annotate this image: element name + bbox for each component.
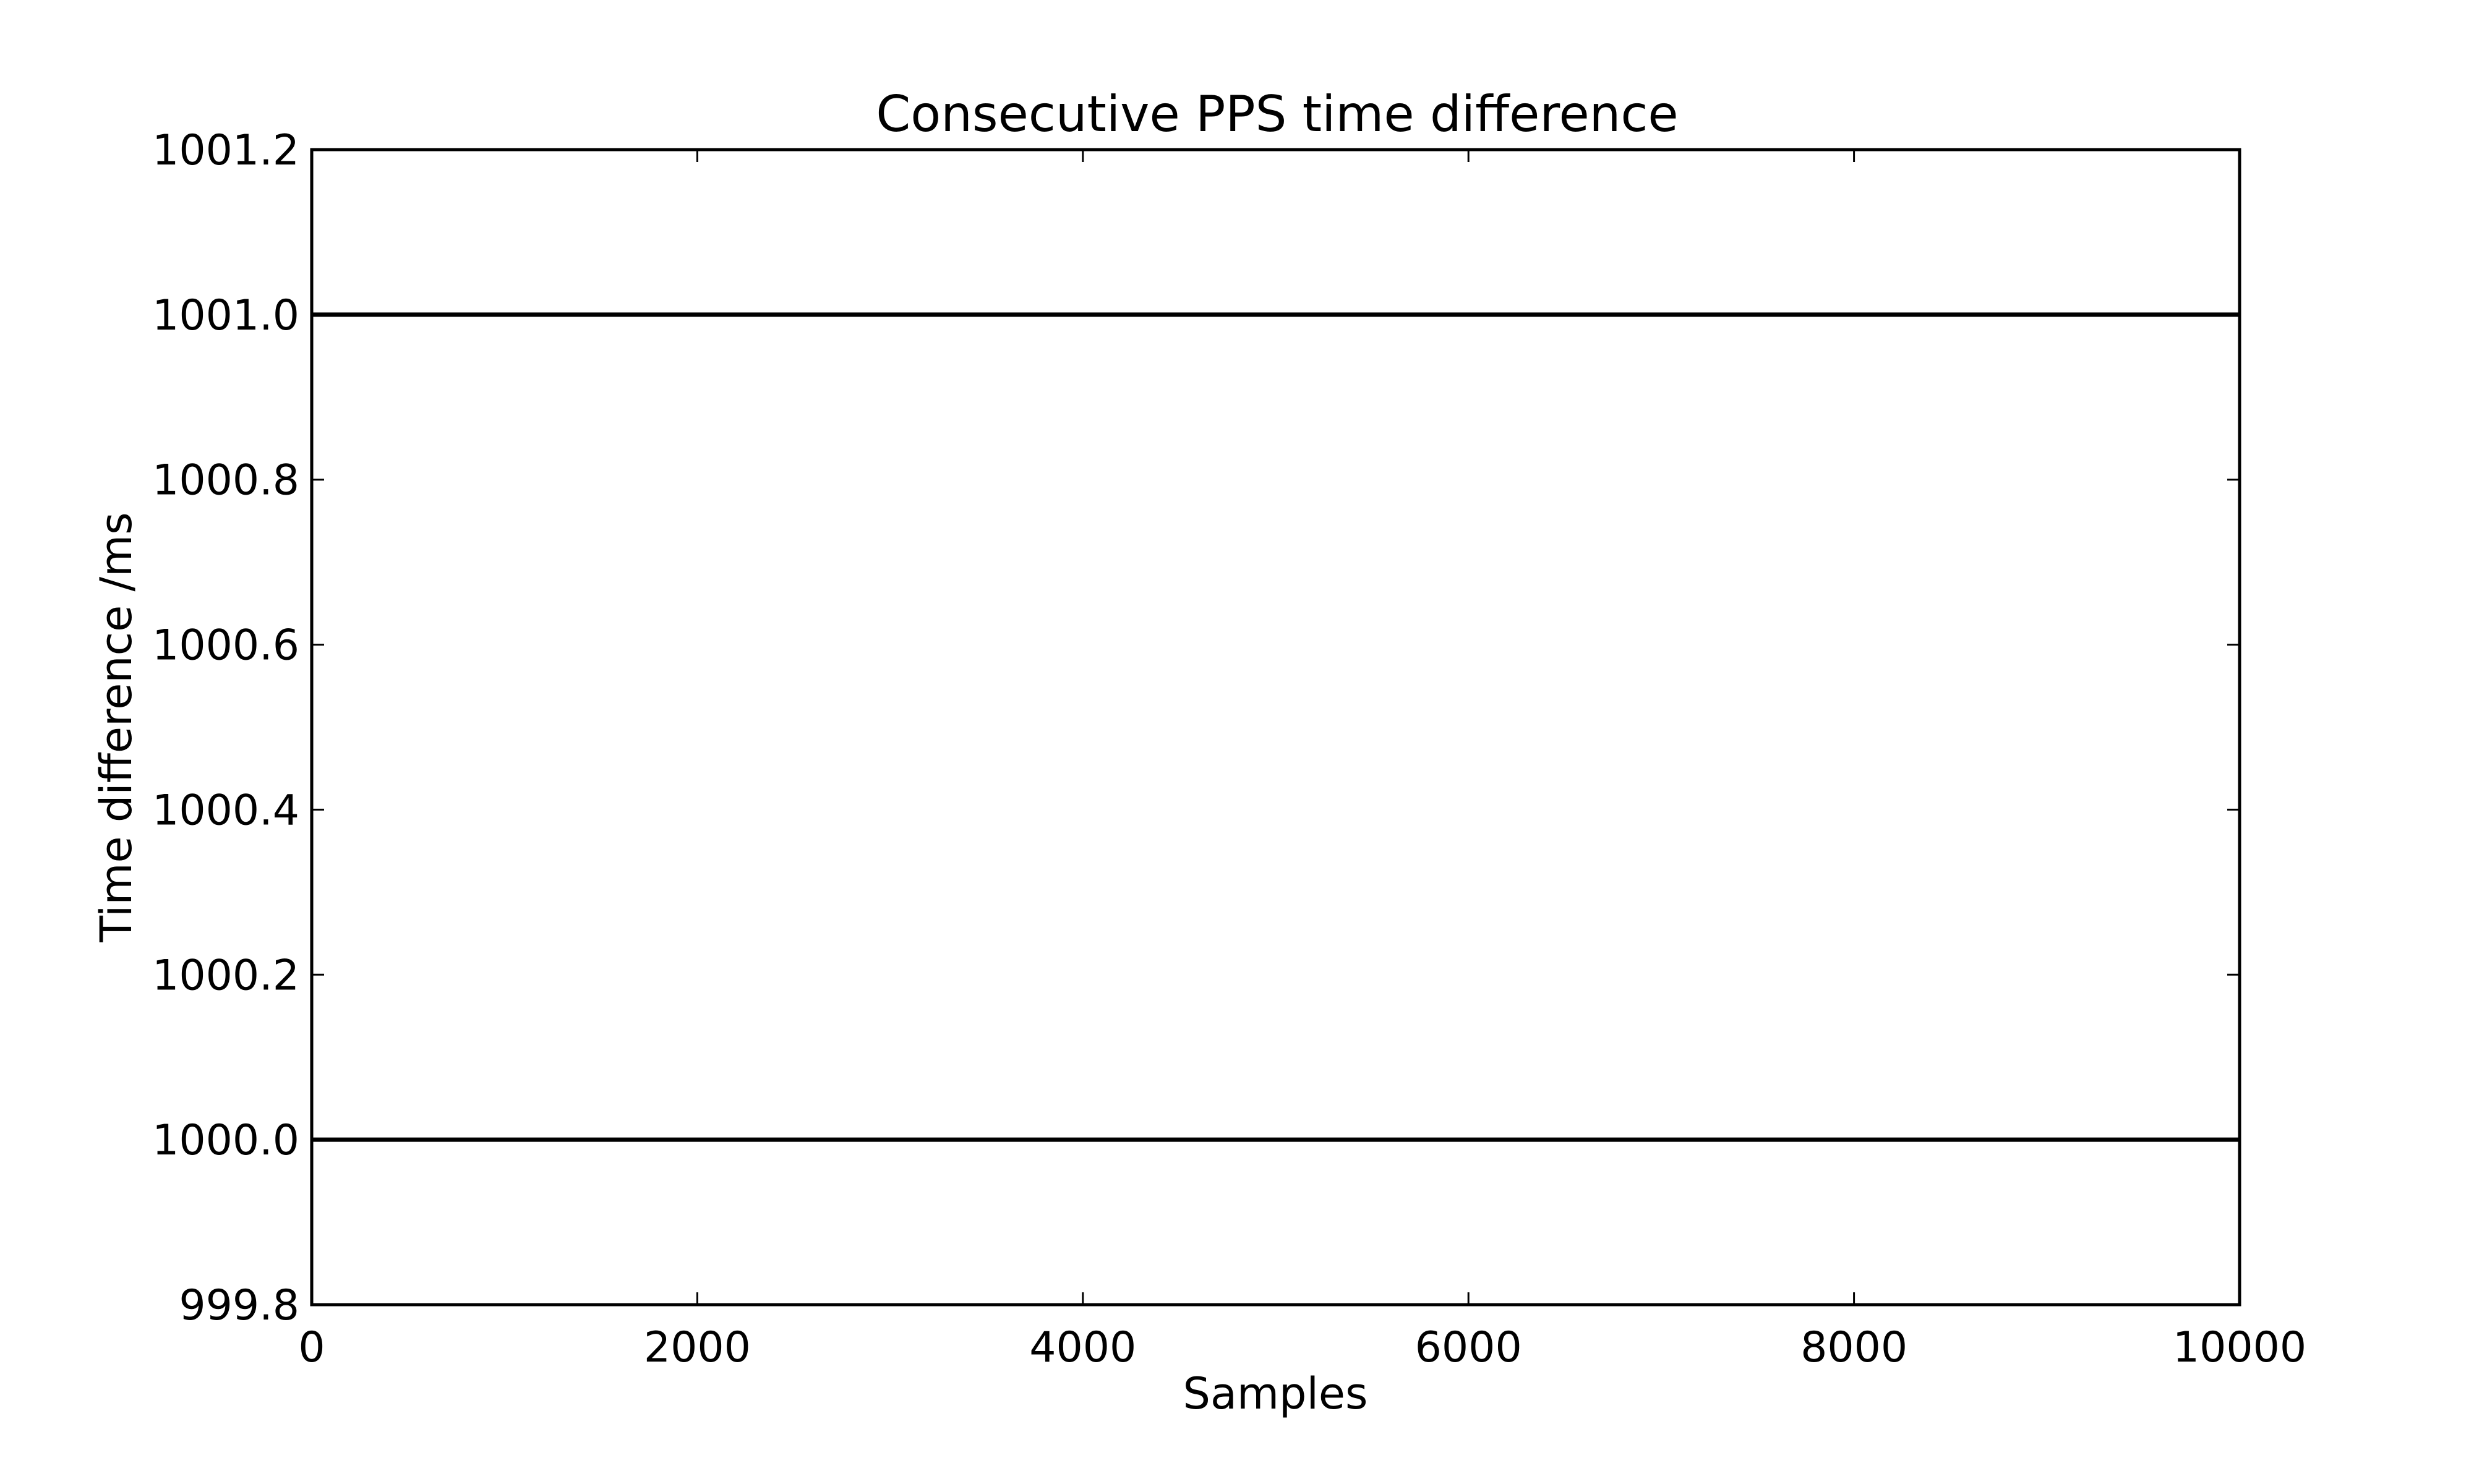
y-tick-label: 1001.0 [152,291,299,340]
x-axis-label: Samples [1183,1368,1368,1419]
chart-title: Consecutive PPS time difference [876,85,1678,143]
x-tick-label: 0 [298,1323,325,1372]
y-tick-label: 1001.2 [152,126,299,175]
x-tick-label: 6000 [1415,1323,1522,1372]
y-tick-label: 1000.0 [152,1116,299,1165]
y-tick-label: 1000.4 [152,786,299,835]
y-tick-label: 1000.2 [152,951,299,1000]
y-tick-label: 1000.6 [152,621,299,670]
ticks-layer: 0 2000 4000 6000 8000 10000 999.8 1000.0 1000.2 1… [152,126,2306,1372]
x-tick-label: 10000 [2173,1323,2306,1372]
x-tick-label: 2000 [644,1323,751,1372]
y-tick-label: 999.8 [179,1281,299,1330]
series-layer [312,312,2240,1142]
x-tick-label: 8000 [1800,1323,1907,1372]
y-tick-label: 1000.8 [152,456,299,505]
plot-frame [310,148,2241,1307]
x-tick-label: 4000 [1029,1323,1136,1372]
y-axis-label: Time difference /ms [91,512,142,942]
